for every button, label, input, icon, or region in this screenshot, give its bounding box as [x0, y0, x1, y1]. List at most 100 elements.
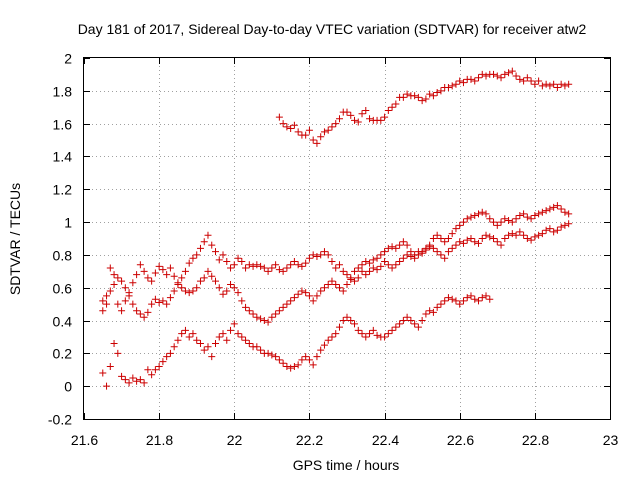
data-point: [366, 330, 374, 338]
data-point: [433, 303, 441, 311]
data-point: [283, 123, 291, 131]
data-point: [287, 364, 295, 372]
data-point: [155, 262, 163, 270]
data-point: [181, 267, 189, 275]
data-point: [189, 287, 197, 295]
data-point: [418, 97, 426, 105]
data-point: [298, 262, 306, 270]
data-point: [268, 351, 276, 359]
data-point: [527, 236, 535, 244]
data-point: [384, 107, 392, 115]
data-point: [444, 235, 452, 242]
data-point: [377, 116, 385, 124]
data-point: [260, 264, 268, 272]
y-axis-title: SDTVAR / TECUs: [7, 183, 23, 295]
data-point: [140, 313, 148, 321]
y-tick-label: 0.8: [53, 248, 73, 264]
data-point: [561, 208, 569, 216]
data-point: [181, 326, 189, 334]
data-point: [272, 261, 280, 269]
data-point: [242, 336, 250, 344]
data-point: [527, 77, 535, 85]
data-point: [362, 333, 370, 341]
data-point: [268, 313, 276, 321]
data-point: [459, 239, 467, 247]
data-point: [512, 72, 520, 80]
data-point: [140, 267, 148, 275]
data-point: [343, 280, 351, 288]
data-point: [565, 210, 573, 218]
data-point: [486, 295, 494, 303]
data-point: [317, 133, 325, 141]
data-point: [347, 111, 355, 119]
data-point: [422, 95, 430, 103]
data-point: [230, 320, 238, 328]
data-point: [475, 210, 482, 218]
data-point: [257, 315, 265, 323]
data-point: [212, 277, 219, 285]
data-point: [463, 236, 471, 244]
data-point: [523, 235, 531, 242]
data-point: [125, 379, 133, 387]
data-point: [459, 297, 467, 305]
data-point: [185, 289, 193, 297]
data-point: [512, 231, 520, 239]
x-tick-label: 21.6: [71, 432, 98, 448]
y-tick-label: 1.4: [53, 149, 73, 165]
data-point: [99, 307, 107, 315]
data-point: [411, 320, 419, 328]
data-point: [272, 353, 280, 361]
data-point: [448, 82, 456, 90]
data-point: [178, 284, 186, 292]
data-point: [144, 274, 152, 282]
data-point: [377, 251, 385, 259]
data-point: [493, 238, 501, 246]
data-point: [189, 254, 197, 262]
data-point: [437, 251, 445, 259]
x-tick-label: 22.4: [372, 432, 399, 448]
data-point: [159, 266, 167, 274]
data-point: [392, 100, 400, 108]
data-point: [403, 251, 411, 259]
data-point: [471, 295, 479, 303]
data-point: [441, 254, 449, 262]
data-point: [114, 274, 122, 282]
data-point: [283, 362, 291, 370]
data-point: [414, 93, 422, 101]
data-point: [358, 330, 366, 338]
data-point: [283, 300, 291, 308]
data-point: [452, 297, 460, 305]
data-point: [388, 243, 396, 251]
x-tick-label: 21.8: [146, 432, 173, 448]
data-point: [542, 80, 550, 88]
data-point: [313, 353, 321, 361]
data-point: [110, 340, 118, 348]
data-point: [302, 353, 310, 361]
data-point: [114, 349, 122, 357]
data-point: [125, 292, 133, 300]
data-point: [133, 307, 141, 315]
data-point: [328, 333, 336, 341]
data-point: [163, 353, 171, 361]
data-point: [99, 297, 107, 305]
data-point: [335, 115, 343, 123]
data-point: [249, 262, 257, 270]
data-point: [347, 276, 355, 284]
data-point: [381, 113, 389, 121]
data-point: [482, 210, 490, 218]
data-point: [163, 271, 171, 279]
data-point: [478, 294, 486, 302]
data-point: [106, 287, 114, 295]
data-point: [505, 69, 513, 77]
data-point: [189, 330, 197, 338]
data-point: [339, 317, 347, 325]
data-point: [429, 92, 437, 100]
data-point: [313, 292, 321, 300]
y-tick-label: 2: [64, 51, 72, 67]
data-point: [129, 279, 137, 287]
y-tick-label: -0.2: [48, 412, 72, 428]
data-point: [459, 79, 467, 87]
data-point: [535, 77, 543, 85]
data-point: [351, 320, 359, 328]
